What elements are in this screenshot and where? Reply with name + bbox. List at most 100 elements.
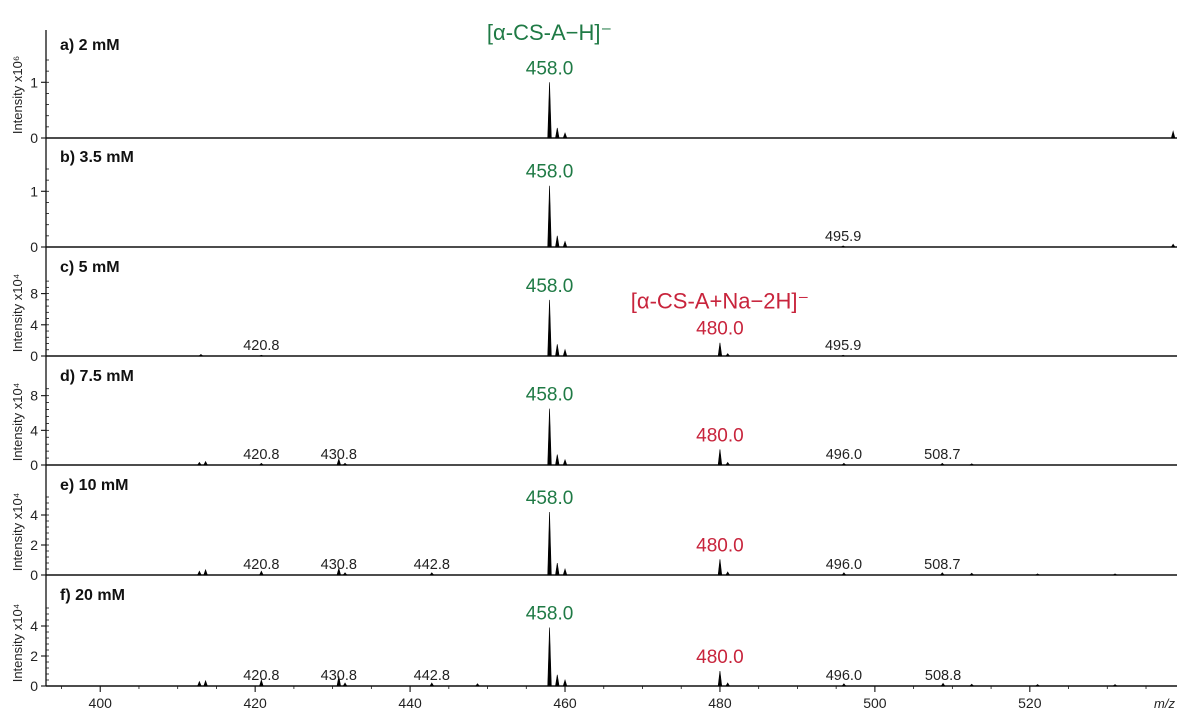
peak-annotation: 480.0 xyxy=(696,535,744,556)
peak-annotation: 442.8 xyxy=(414,668,450,684)
ion-label: [α-CS-A+Na−2H]⁻ xyxy=(631,289,809,314)
spectrum-peak xyxy=(725,461,731,466)
y-tick-label: 8 xyxy=(30,388,38,404)
spectrum-panel: 0 4 8 Intensity x10⁴ c) 5 mM 420.8 458.0 480.0 4… xyxy=(10,259,1177,364)
y-tick-label: 0 xyxy=(30,348,38,364)
spectrum-peak xyxy=(939,462,945,466)
peak-annotation: 458.0 xyxy=(526,58,574,79)
spectrum-peak xyxy=(197,570,202,576)
peak-annotation: 508.7 xyxy=(924,447,960,463)
peak-annotation: 508.8 xyxy=(925,668,961,684)
spectrum-peak xyxy=(841,683,847,687)
spectrum-peak xyxy=(717,670,723,687)
peak-annotation: 480.0 xyxy=(696,647,744,668)
spectrum-peak xyxy=(841,354,846,357)
spectrum-peak xyxy=(198,354,204,357)
panel-label: d) 7.5 mM xyxy=(60,368,134,385)
spectrum-peak xyxy=(336,457,342,466)
ion-label: [α-CS-A−H]⁻ xyxy=(487,20,612,45)
x-tick-label: 460 xyxy=(553,695,577,711)
y-tick-label: 8 xyxy=(30,286,38,302)
y-axis-title: Intensity x10⁴ xyxy=(10,493,25,572)
spectrum-peak xyxy=(562,678,568,687)
spectrum-peak xyxy=(547,185,552,248)
panel-label: c) 5 mM xyxy=(60,259,120,276)
y-tick-label: 2 xyxy=(30,537,38,553)
peak-annotation: 508.7 xyxy=(924,557,960,573)
spectrum-peak xyxy=(725,682,731,687)
spectrum-peak xyxy=(555,127,560,139)
spectrum-peak xyxy=(968,463,975,466)
y-tick-label: 1 xyxy=(30,74,38,90)
spectrum-peak xyxy=(555,674,560,687)
y-tick-label: 0 xyxy=(30,567,38,583)
spectrum-peak xyxy=(969,683,975,687)
spectrum-peak xyxy=(1034,684,1041,687)
spectrum-peak xyxy=(429,682,435,687)
spectrum-peak xyxy=(1034,573,1041,576)
peak-annotation: 420.8 xyxy=(243,557,279,573)
peak-annotation: 496.0 xyxy=(826,668,862,684)
spectrum-peak xyxy=(1112,573,1118,576)
panel-label: e) 10 mM xyxy=(60,477,128,494)
spectrum-panel: 0 4 8 Intensity x10⁴ d) 7.5 mM 420.8 430.8 458.… xyxy=(10,368,1177,473)
y-tick-label: 4 xyxy=(30,422,38,438)
spectrum-peak xyxy=(725,353,731,357)
spectrum-peak xyxy=(197,461,202,466)
y-tick-label: 0 xyxy=(30,457,38,473)
spectrum-peak xyxy=(342,462,348,466)
spectrum-peak xyxy=(717,559,723,576)
peak-annotation: 480.0 xyxy=(696,319,744,340)
x-tick-label: 480 xyxy=(708,695,732,711)
peak-annotation: 442.8 xyxy=(414,557,450,573)
spectrum-peak xyxy=(841,462,847,466)
spectrum-peak xyxy=(1112,684,1118,687)
peak-annotation: 430.8 xyxy=(321,557,357,573)
spectrum-peak xyxy=(562,132,568,139)
y-tick-label: 0 xyxy=(30,130,38,146)
peak-annotation: 480.0 xyxy=(696,425,744,446)
peak-annotation: 458.0 xyxy=(526,276,574,297)
spectrum-peak xyxy=(547,82,552,139)
spectrum-peak xyxy=(840,245,846,248)
peak-annotation: 420.8 xyxy=(243,447,279,463)
x-tick-label: 440 xyxy=(398,695,422,711)
spectrum-panel: 0 2 4 Intensity x10⁴ e) 10 mM 420.8 430.8 442.8… xyxy=(10,477,1177,583)
peak-annotation: 458.0 xyxy=(526,162,574,183)
spectrum-peak xyxy=(342,682,348,687)
spectrum-peak xyxy=(562,240,568,248)
spectrum-peak xyxy=(547,408,552,466)
peak-annotation: 420.8 xyxy=(243,668,279,684)
spectrum-peak xyxy=(940,682,946,687)
y-tick-label: 4 xyxy=(30,317,38,333)
y-tick-label: 4 xyxy=(30,618,38,634)
spectrum-peak xyxy=(841,572,847,576)
y-tick-label: 0 xyxy=(30,239,38,255)
x-tick-label: 500 xyxy=(863,695,887,711)
panel-label: a) 2 mM xyxy=(60,37,120,54)
spectrum-peak xyxy=(259,354,264,357)
spectrum-peak xyxy=(259,678,264,687)
panel-label: f) 20 mM xyxy=(60,587,125,604)
spectrum-peak xyxy=(717,342,723,357)
spectrum-peak xyxy=(203,568,208,576)
spectrum-peak xyxy=(562,348,568,357)
spectrum-peak xyxy=(197,680,202,687)
spectrum-peak xyxy=(555,344,560,357)
spectrum-panel: 0 1 b) 3.5 mM 458.0 495.9 xyxy=(30,149,1177,255)
spectrum-peak xyxy=(336,676,341,687)
y-axis-title: Intensity x10⁴ xyxy=(10,383,25,462)
spectrum-peak xyxy=(717,449,723,466)
spectrum-peak xyxy=(429,572,435,576)
x-tick-label: 400 xyxy=(89,695,113,711)
peak-annotation: 495.9 xyxy=(825,229,861,245)
y-tick-label: 1 xyxy=(30,183,38,199)
spectrum-peak xyxy=(336,567,342,576)
x-tick-label: 420 xyxy=(243,695,267,711)
peak-annotation: 495.9 xyxy=(825,338,861,354)
spectrum-peak xyxy=(547,299,552,357)
panel-label: b) 3.5 mM xyxy=(60,149,134,166)
spectrum-peak xyxy=(969,572,975,576)
x-axis-label: m/z xyxy=(1154,696,1175,711)
